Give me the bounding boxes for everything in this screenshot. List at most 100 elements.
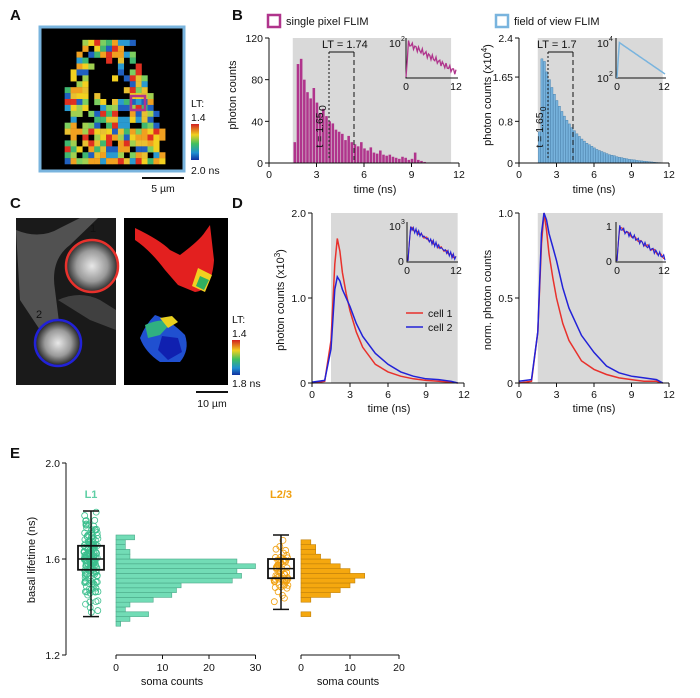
colorbar-a-top: 1.4 (191, 112, 206, 124)
x-tick-label: 6 (591, 389, 597, 401)
legend-cell-2: cell 2 (428, 322, 453, 334)
bar (420, 160, 423, 163)
legend-swatch-single (266, 13, 282, 29)
bar (558, 106, 561, 164)
histogram-bar (300, 597, 312, 603)
bar (553, 94, 556, 164)
x-tick-label: 3 (347, 389, 353, 401)
x-axis-label-l1: soma counts (141, 676, 204, 688)
bar (325, 116, 328, 163)
bar (613, 155, 616, 164)
histogram-bar (115, 568, 238, 574)
bar (309, 98, 312, 163)
bar (593, 147, 596, 164)
bar (366, 150, 369, 163)
data-point (83, 588, 91, 596)
bar (407, 159, 411, 163)
x-tick-label: 6 (361, 169, 367, 181)
bar (328, 121, 331, 163)
y-tick-label: 1.65 (493, 72, 514, 84)
inset-xtick-0: 0 (403, 81, 409, 93)
bar (404, 157, 407, 163)
colorbar-a (191, 124, 199, 160)
x-tick-label: 0 (309, 389, 315, 401)
x-tick-label: 10 (157, 662, 169, 674)
y-ticks: 0 40 80 120 (245, 33, 269, 170)
data-point (82, 520, 90, 528)
panel-c: 1 2 LT: 1.4 1.8 ns 10 µm (16, 218, 261, 410)
histogram-bar (115, 587, 177, 593)
histogram-bar (115, 558, 238, 565)
y-ticks: 1.2 1.6 2.0 (45, 458, 66, 662)
data-point (94, 588, 102, 595)
x-tick-label: 0 (516, 389, 522, 401)
bar (548, 79, 551, 164)
data-point (83, 562, 90, 570)
x-tick-label: 12 (663, 389, 675, 401)
t0-label: t = 1.65 (534, 112, 546, 147)
bar (394, 157, 398, 163)
bar (588, 144, 591, 164)
bar (296, 64, 300, 163)
inset-xtick-0: 0 (404, 265, 410, 277)
inset-d-right: 1 0 0 12 (606, 221, 670, 277)
data-point (281, 557, 289, 564)
data-point (81, 512, 89, 519)
histogram-bar (115, 611, 149, 617)
histogram-bar (115, 582, 182, 589)
legend-cell-1: cell 1 (428, 308, 453, 320)
histogram-bar (115, 539, 126, 545)
bar (306, 92, 309, 163)
group-label-l23: L2/3 (270, 489, 292, 501)
bar (417, 159, 420, 163)
inset-ytick: 10 (389, 221, 401, 233)
y-tick-label: 2.4 (498, 33, 513, 45)
data-point (282, 546, 290, 554)
bar (595, 149, 599, 164)
panel-label-c: C (10, 195, 21, 212)
bar (590, 146, 594, 164)
y-tick-label: 80 (251, 75, 263, 87)
bar (372, 152, 376, 163)
y-tick-label: 0 (257, 158, 263, 170)
bar (353, 144, 357, 163)
bar (555, 100, 559, 164)
bar (625, 158, 629, 164)
bar (360, 142, 363, 163)
bar (630, 159, 634, 164)
data-point (283, 569, 291, 576)
data-point (86, 604, 94, 611)
data-point (94, 607, 102, 614)
bar (598, 150, 601, 164)
bar (550, 87, 554, 164)
panel-label-a: A (10, 7, 21, 24)
x-ticks-l23: 0 10 20 (298, 655, 405, 674)
bar (605, 153, 609, 164)
data-point (283, 564, 291, 572)
x-tick-label: 9 (629, 389, 635, 401)
colorbar-c (232, 340, 240, 375)
lt-label: LT = 1.7 (537, 39, 577, 51)
soma-2 (36, 321, 80, 365)
panel-e: 1.2 1.6 2.0 basal lifetime (ns) L1 0 10 20 30… (26, 458, 405, 688)
bar (331, 123, 335, 163)
roi-label-1: 1 (90, 223, 96, 235)
bar (299, 58, 303, 164)
histogram-bar (115, 616, 131, 622)
y-tick-label: 0.5 (498, 293, 513, 305)
inset-fov: 10 4 10 2 0 12 (597, 36, 670, 93)
bar (312, 88, 316, 163)
bar (379, 150, 382, 163)
inset-xtick-0: 0 (614, 265, 620, 277)
inset-ytick-bottom-exp: 2 (609, 71, 613, 78)
x-axis-label: time (ns) (573, 184, 616, 196)
panel-b-fov: field of view FLIM 0 0.8 1.65 2.4 0 3 6 9 12 ph… (480, 13, 675, 196)
inset-ytick-top-exp: 4 (609, 36, 613, 43)
bar (410, 158, 414, 163)
panel-label-d: D (232, 195, 243, 212)
histogram-bar (300, 592, 331, 598)
histogram-bar (300, 573, 366, 579)
data-point (270, 598, 278, 606)
boxplot-l23 (267, 534, 295, 611)
x-axis-label-l23: soma counts (317, 676, 380, 688)
